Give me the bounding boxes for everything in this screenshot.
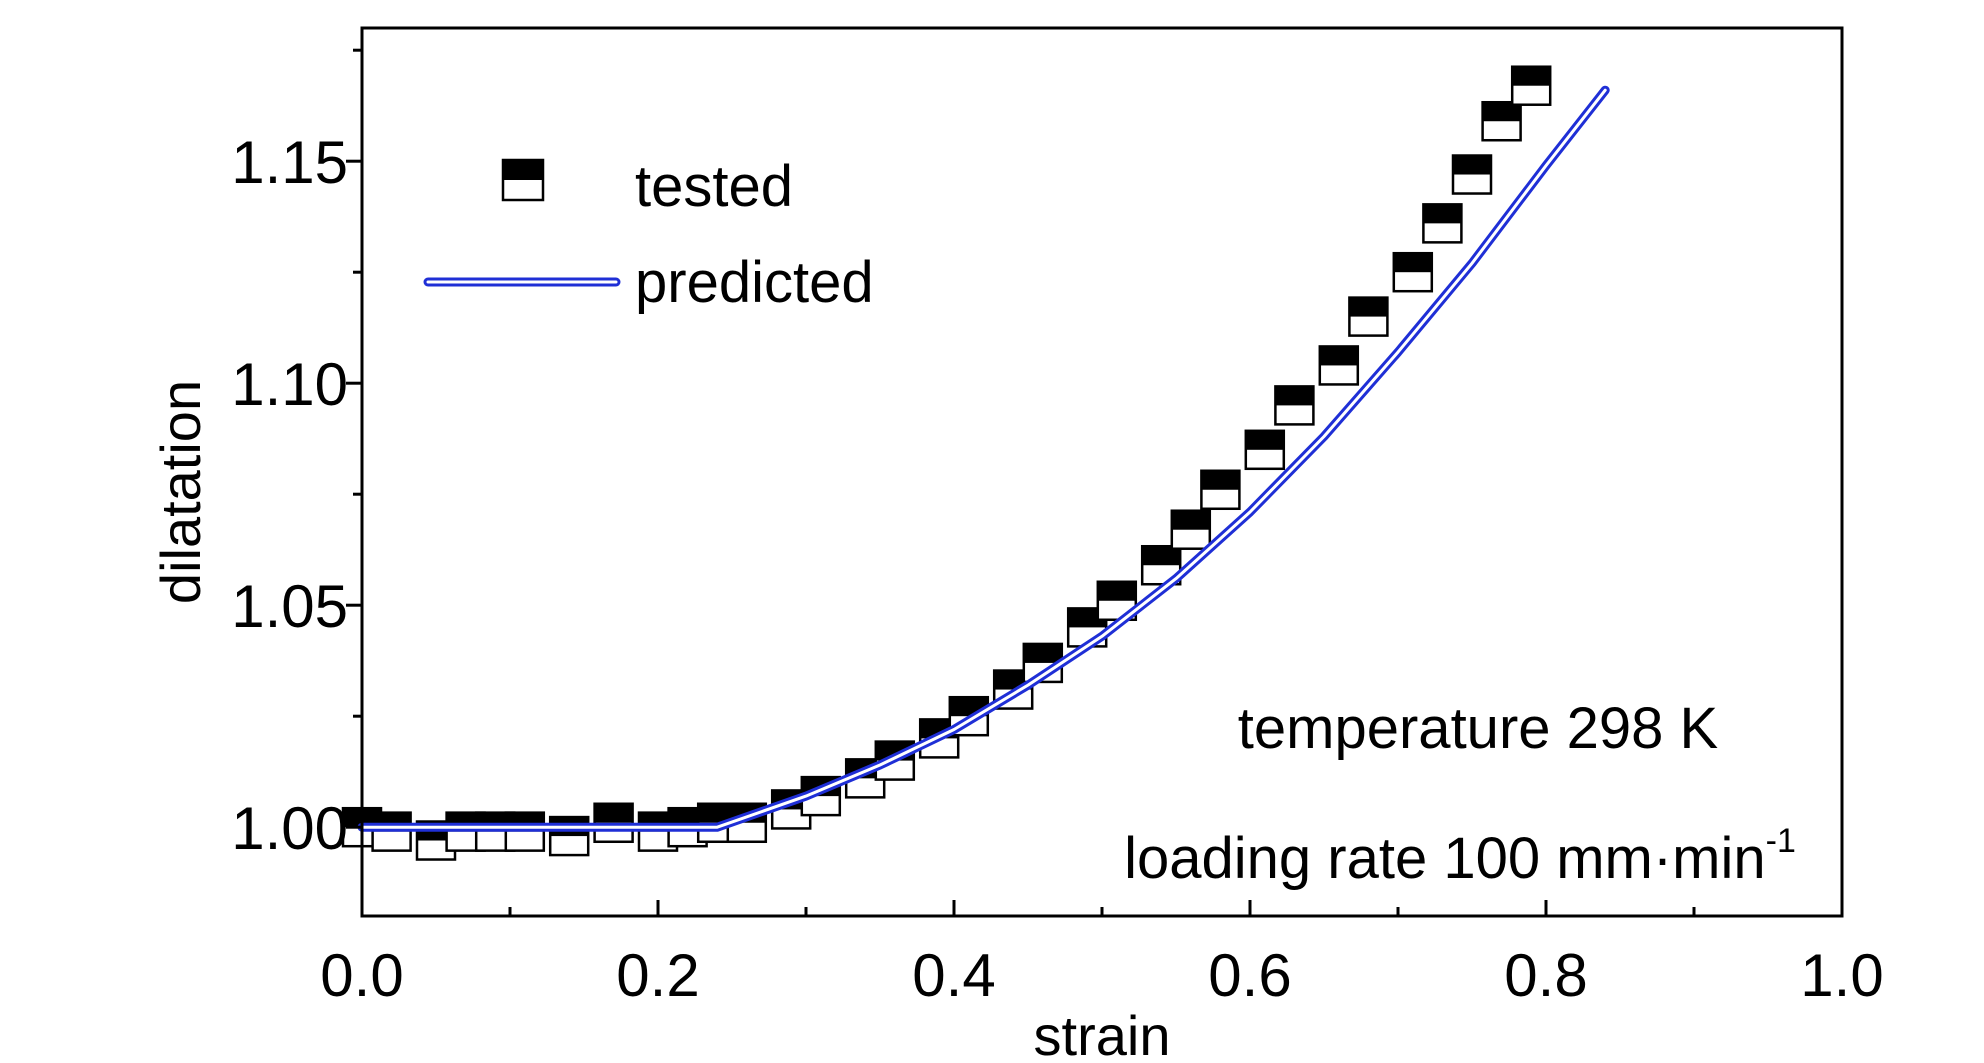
x-tick-label: 1.0: [1800, 942, 1883, 1009]
y-tick-label: 1.00: [231, 795, 348, 862]
marker-fill: [1482, 102, 1521, 122]
y-axis-label: dilatation: [149, 380, 212, 604]
temperature-annotation: temperature 298 K: [1238, 696, 1719, 761]
plot-area: [341, 65, 1610, 861]
marker-fill: [1319, 346, 1358, 366]
x-axis: 0.0 0.2 0.4 0.6 0.8 1.0: [320, 900, 1884, 1009]
tested-point: [1481, 100, 1522, 142]
tested-point: [1096, 580, 1138, 622]
marker-fill: [1171, 510, 1210, 530]
legend-tested-label: tested: [635, 154, 793, 219]
x-axis-label: strain: [1034, 1004, 1171, 1063]
y-tick-label: 1.15: [231, 129, 348, 196]
marker-fill: [1201, 470, 1240, 490]
x-tick-label: 0.6: [1208, 942, 1291, 1009]
x-tick-label: 0.4: [912, 942, 995, 1009]
legend-tested-marker: [501, 158, 545, 202]
y-tick-label: 1.05: [231, 573, 348, 640]
tested-point: [1318, 345, 1360, 386]
x-tick-label: 0.2: [616, 942, 699, 1009]
marker-fill: [1142, 546, 1181, 566]
tested-point: [1274, 385, 1315, 426]
tested-point: [1244, 429, 1286, 471]
marker-fill: [1275, 386, 1314, 406]
marker-fill: [1245, 430, 1284, 450]
y-axis: 1.00 1.05 1.10 1.15: [231, 48, 362, 862]
marker-fill: [1453, 155, 1491, 175]
legend-predicted-label: predicted: [635, 250, 874, 315]
tested-point: [1510, 65, 1552, 106]
marker-fill: [594, 803, 633, 823]
marker-fill: [1097, 581, 1136, 601]
predicted-line-inner: [360, 88, 1607, 829]
loading-rate-annotation: loading rate 100 mm·min-1: [1124, 822, 1796, 891]
marker-fill: [1423, 204, 1462, 224]
loading-rate-superscript: -1: [1766, 822, 1796, 860]
marker-fill: [1393, 253, 1432, 273]
x-tick-label: 0.0: [320, 942, 403, 1009]
tested-point: [1422, 203, 1463, 244]
legend: tested predicted: [423, 154, 874, 315]
marker-fill: [1512, 66, 1551, 86]
tested-point: [1200, 469, 1241, 511]
tested-point: [1392, 251, 1434, 293]
x-tick-label: 0.8: [1504, 942, 1587, 1009]
marker-fill: [1023, 643, 1062, 663]
marker-fill: [503, 160, 543, 180]
loading-rate-text: loading rate 100 mm·min: [1124, 826, 1766, 891]
tested-point: [1170, 509, 1212, 550]
y-tick-label: 1.10: [231, 351, 348, 418]
marker-fill: [1349, 297, 1388, 317]
plot-frame: [360, 26, 1844, 918]
tested-point: [1348, 296, 1389, 337]
legend-marker-square: [501, 158, 545, 202]
tested-point: [1451, 154, 1493, 195]
